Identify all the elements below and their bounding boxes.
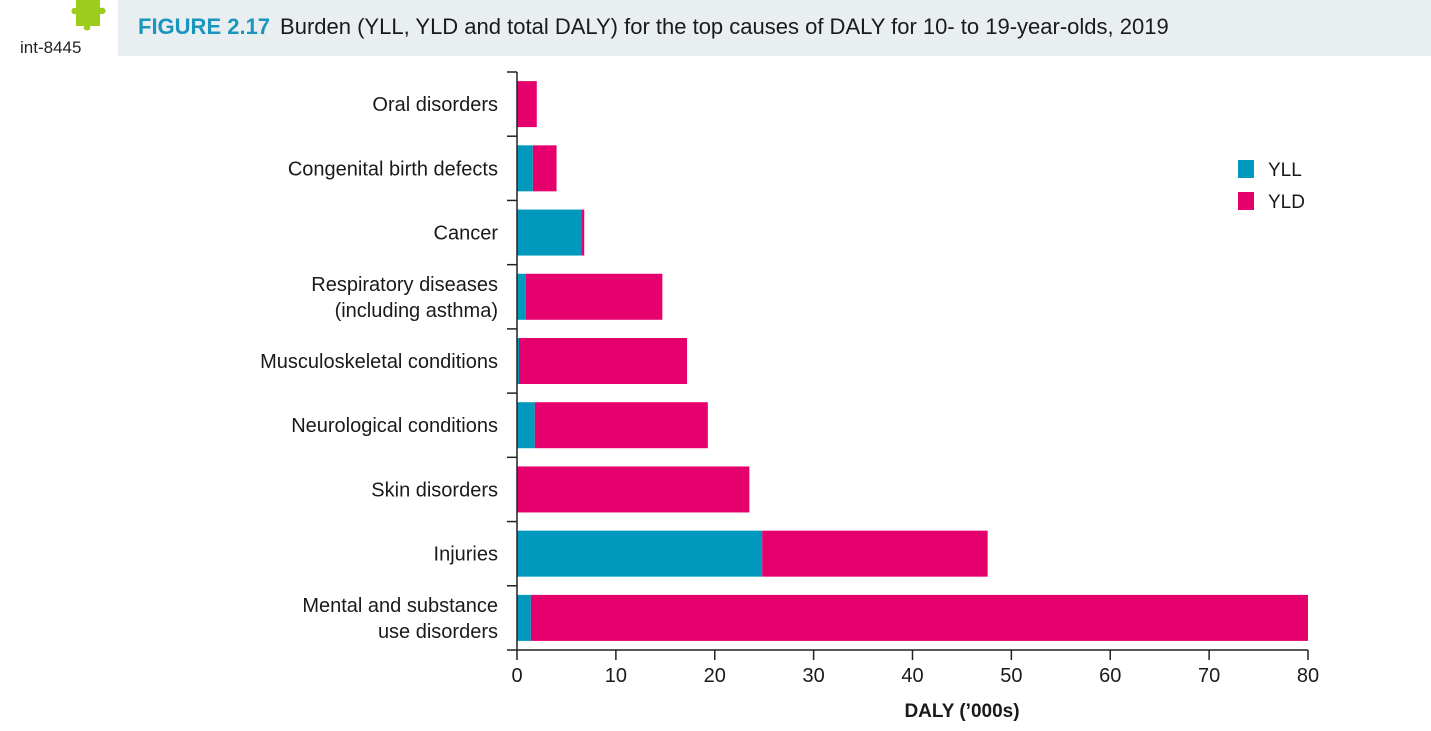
bar-yll <box>517 273 526 320</box>
x-tick-label: 20 <box>704 665 726 687</box>
category-label: Oral disorders <box>372 94 498 116</box>
interactivity-code[interactable]: int-8445 <box>20 38 82 57</box>
category-label: Respiratory diseases <box>311 274 498 296</box>
x-ticks: 0 10 20 30 40 50 60 70 80 <box>511 650 1319 687</box>
x-tick-label: 30 <box>803 665 825 687</box>
bar-yll <box>517 530 763 577</box>
bar-yll <box>517 402 535 449</box>
x-tick-label: 50 <box>1000 665 1022 687</box>
bar-yld <box>517 81 537 128</box>
title-banner <box>118 0 1431 56</box>
legend-swatch-yld <box>1238 192 1254 210</box>
x-tick-label: 80 <box>1297 665 1319 687</box>
category-label: Skin disorders <box>371 479 498 501</box>
x-tick-label: 60 <box>1099 665 1121 687</box>
category-label: Neurological conditions <box>291 415 498 437</box>
bar-yld <box>518 338 688 384</box>
x-tick-label: 10 <box>605 665 627 687</box>
x-tick-label: 70 <box>1198 665 1220 687</box>
legend-label-yll: YLL <box>1268 160 1302 181</box>
bars-group <box>517 81 1308 641</box>
x-tick-label: 40 <box>901 665 923 687</box>
category-label: Cancer <box>434 223 499 245</box>
bar-yll <box>517 594 531 641</box>
category-label: Congenital birth defects <box>288 158 498 180</box>
figure-caption: Burden (YLL, YLD and total DALY) for the… <box>280 14 1169 39</box>
bar-yld <box>525 273 663 320</box>
category-label: (including asthma) <box>335 300 498 322</box>
category-label: Injuries <box>434 544 498 566</box>
bar-yld <box>534 402 708 449</box>
bar-yld <box>530 594 1308 641</box>
bar-yld <box>762 530 988 577</box>
legend: YLL YLD <box>1238 160 1305 213</box>
category-labels: Oral disorders Congenital birth defects Ca… <box>260 94 498 643</box>
legend-swatch-yll <box>1238 160 1254 178</box>
bar-yll <box>517 209 582 256</box>
bar-yll <box>517 338 519 384</box>
bar-yll <box>517 145 533 192</box>
legend-label-yld: YLD <box>1268 192 1305 213</box>
bar-yld <box>532 145 557 192</box>
category-label: use disorders <box>378 621 498 643</box>
category-label: Musculoskeletal conditions <box>260 351 498 373</box>
puzzle-piece-icon <box>71 0 106 31</box>
figure-title: FIGURE 2.17 Burden (YLL, YLD and total DA… <box>138 14 1169 40</box>
x-tick-label: 0 <box>511 665 522 687</box>
bar-yld <box>517 466 750 513</box>
x-axis-title: DALY (’000s) <box>904 701 1019 722</box>
figure-number: FIGURE 2.17 <box>138 14 271 39</box>
bar-yld <box>581 209 585 256</box>
category-label: Mental and substance <box>302 595 498 617</box>
